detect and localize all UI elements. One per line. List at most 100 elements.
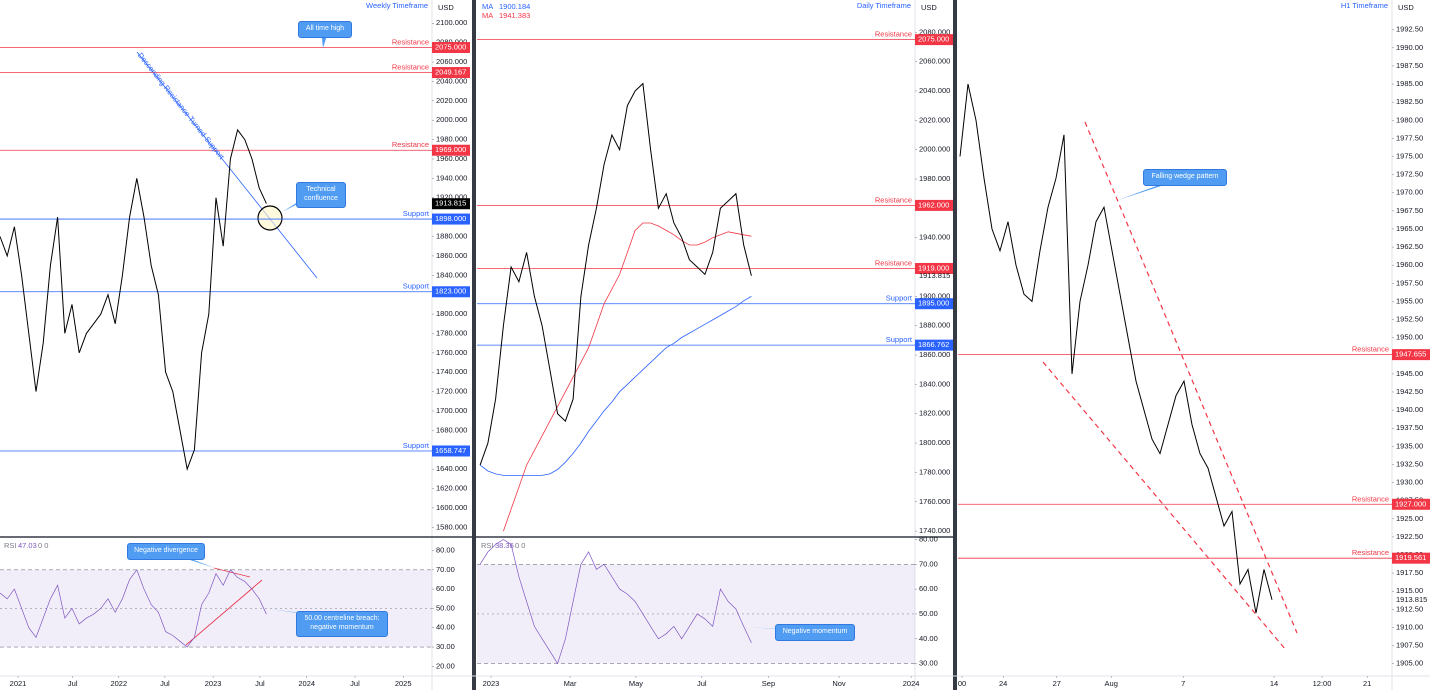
y-tick-label: 1922.50	[1396, 532, 1423, 541]
x-tick-label: 2022	[110, 679, 127, 688]
level-tag	[1392, 552, 1430, 564]
confluence-circle	[257, 205, 283, 231]
y-tick-label: 1937.50	[1396, 423, 1423, 432]
y-tick-label: 1952.50	[1396, 315, 1423, 324]
y-tick-label: 1620.000	[436, 484, 467, 493]
callout: Technical confluence	[296, 182, 346, 208]
x-tick-label: 12:00	[1313, 679, 1332, 688]
price-line	[479, 539, 752, 665]
x-tick-label: Sep	[762, 679, 775, 688]
timeframe: Weekly Timeframe	[366, 1, 428, 10]
y-tick-label: 1910.00	[1396, 622, 1423, 631]
y-tick-label: 1960.00	[1396, 260, 1423, 269]
y-tick-label: 1760.000	[919, 497, 950, 506]
level-tag	[915, 298, 953, 310]
y-tick-label: 1965.00	[1396, 224, 1423, 233]
y-tick-label: 1962.50	[1396, 242, 1423, 251]
level-label: Resistance	[875, 30, 912, 39]
y-tick-label: 1982.50	[1396, 97, 1423, 106]
y-tick-label: 1600.000	[436, 503, 467, 512]
y-tick-label: 30.00	[919, 659, 938, 668]
level-label: Resistance	[875, 258, 912, 267]
ma-name: MA	[482, 2, 493, 11]
y-tick-label: 70.00	[436, 565, 455, 574]
price-axis	[915, 0, 953, 676]
trendline	[185, 579, 263, 646]
y-tick-label: 2100.000	[436, 18, 467, 27]
x-tick-label: Jul	[255, 679, 265, 688]
y-tick-label: 1972.50	[1396, 170, 1423, 179]
y-tick-label: 2060.000	[919, 57, 950, 66]
level-tag	[432, 67, 470, 79]
x-tick-label: Mar	[564, 679, 577, 688]
trendline	[136, 51, 318, 279]
y-tick-label: 2020.000	[436, 96, 467, 105]
level-tag	[915, 263, 953, 274]
moving-average	[503, 222, 752, 532]
y-tick-label: 1940.000	[919, 233, 950, 242]
y-tick-label: 1900.000	[919, 291, 950, 300]
moving-average	[479, 296, 752, 476]
timeframe: Daily Timeframe	[857, 1, 911, 10]
level-label: Resistance	[392, 37, 429, 46]
y-tick-label: 1800.000	[436, 309, 467, 318]
y-tick-label: 80.00	[436, 545, 455, 554]
level-value-label: 1658.747	[435, 446, 466, 455]
x-tick-label: 2025	[395, 679, 412, 688]
last-price: 1913.815	[919, 271, 950, 280]
level-label: Support	[886, 294, 913, 303]
level-tag	[432, 445, 470, 457]
wedge-line	[1084, 121, 1298, 634]
y-tick-label: 2040.000	[919, 86, 950, 95]
y-tick-label: 1680.000	[436, 425, 467, 434]
y-tick-label: 1955.00	[1396, 296, 1423, 305]
level-label: Support	[886, 335, 913, 344]
y-tick-label: 1970.00	[1396, 188, 1423, 197]
y-tick-label: 1987.50	[1396, 61, 1423, 70]
level-label: Support	[403, 282, 430, 291]
x-tick-label: Aug	[1105, 679, 1118, 688]
y-tick-label: 1992.50	[1396, 25, 1423, 34]
trendline	[213, 567, 251, 578]
level-label: Resistance	[392, 140, 429, 149]
y-tick-label: 1780.000	[436, 328, 467, 337]
y-tick-label: 1990.00	[1396, 43, 1423, 52]
y-tick-label: 1580.000	[436, 522, 467, 531]
y-tick-label: 1935.00	[1396, 441, 1423, 450]
level-value-label: 1823.000	[435, 287, 466, 296]
level-tag	[432, 213, 470, 225]
y-tick-label: 1977.50	[1396, 133, 1423, 142]
y-tick-label: 2040.000	[436, 76, 467, 85]
level-tag	[432, 286, 470, 298]
x-tick-label: Jul	[697, 679, 707, 688]
price-line	[0, 128, 267, 471]
y-tick-label: 1800.000	[919, 438, 950, 447]
y-tick-label: 40.00	[919, 634, 938, 643]
ma-value: 1900.184	[499, 2, 530, 11]
y-tick-label: 1820.000	[919, 409, 950, 418]
y-tick-label: 1880.000	[919, 321, 950, 330]
y-tick-label: 1907.50	[1396, 641, 1423, 650]
y-tick-label: 1920.000	[436, 193, 467, 202]
indicator-name: RSI	[4, 541, 17, 550]
y-tick-label: 1980.000	[436, 135, 467, 144]
y-tick-label: 1840.000	[919, 379, 950, 388]
x-tick-label: Jul	[350, 679, 360, 688]
callout: All time high	[298, 21, 352, 38]
y-tick-label: 1840.000	[436, 270, 467, 279]
x-tick-label: 27	[1053, 679, 1061, 688]
y-tick-label: 1760.000	[436, 348, 467, 357]
level-label: Support	[403, 441, 430, 450]
x-tick-label: 2024	[298, 679, 315, 688]
level-tag	[915, 34, 953, 46]
x-tick-label: Jul	[68, 679, 78, 688]
level-label: Resistance	[1352, 548, 1389, 557]
indicator-params: 0 0	[515, 541, 525, 550]
indicator-name: RSI	[481, 541, 494, 550]
currency: USD	[921, 3, 937, 12]
y-tick-label: 50.00	[919, 609, 938, 618]
level-tag	[432, 41, 470, 53]
y-tick-label: 1860.000	[436, 251, 467, 260]
last-price: 1913.815	[1396, 595, 1427, 604]
